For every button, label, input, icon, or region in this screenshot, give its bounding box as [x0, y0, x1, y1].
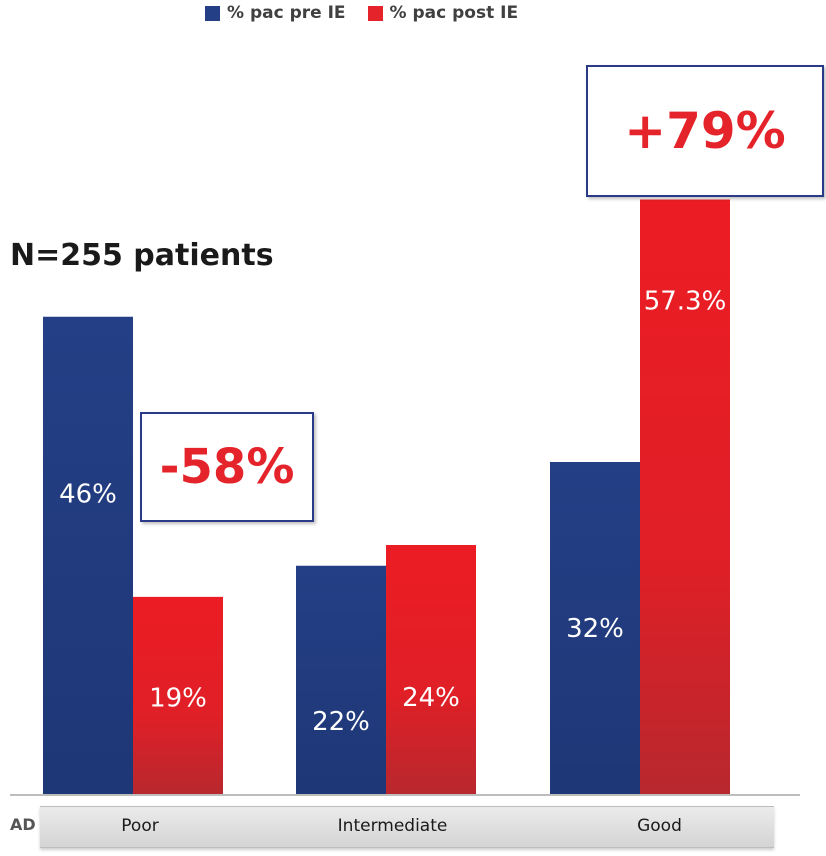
bar-good-pre	[550, 462, 640, 794]
category-label-intermediate: Intermediate	[337, 816, 448, 836]
chart-title: N=255 patients	[10, 238, 274, 273]
legend-swatch-post	[367, 5, 383, 21]
category-label-poor: Poor	[121, 816, 159, 836]
category-axis-band	[40, 806, 774, 848]
bar-value-label-intermediate-pre: 22%	[312, 707, 370, 737]
legend-label-pre: % pac pre IE	[227, 3, 346, 23]
bar-intermediate-pre	[296, 565, 386, 794]
bar-poor-pre	[43, 316, 133, 794]
bar-value-label-poor-pre: 46%	[59, 479, 117, 509]
legend-label-post: % pac post IE	[389, 3, 519, 23]
bar-value-label-good-pre: 32%	[566, 614, 624, 644]
axis-cut-text: AD	[10, 815, 36, 834]
bar-value-label-good-post: 57.3%	[644, 287, 727, 317]
legend-item-post: % pac post IE	[367, 3, 519, 23]
bar-value-label-intermediate-post: 24%	[402, 683, 460, 713]
category-label-good: Good	[637, 816, 682, 836]
bar-intermediate-post	[386, 545, 476, 794]
bar-poor-post	[133, 596, 223, 794]
legend-swatch-pre	[205, 5, 220, 21]
legend: % pac pre IE % pac post IE	[205, 0, 518, 26]
bar-value-label-poor-post: 19%	[149, 683, 207, 713]
callout-poor-change: -58%	[140, 412, 314, 522]
legend-item-pre: % pac pre IE	[205, 3, 346, 23]
callout-good-change: +79%	[586, 65, 824, 197]
bar-good-post	[640, 199, 730, 794]
